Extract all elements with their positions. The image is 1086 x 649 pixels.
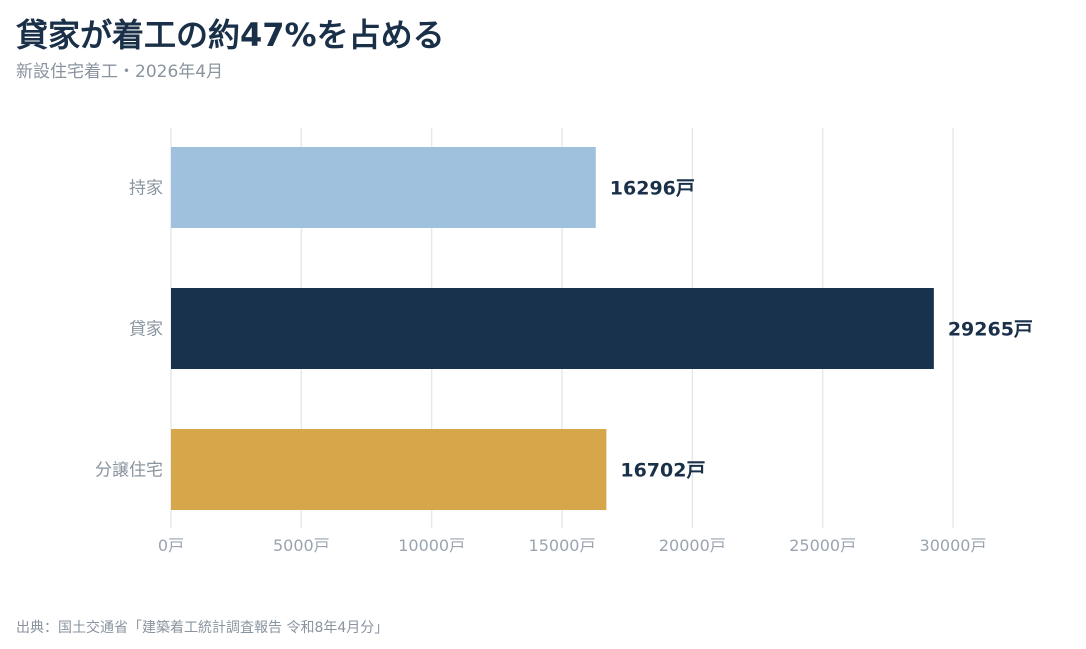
category-label: 分譲住宅 xyxy=(95,461,163,481)
x-tick-label: 20000戸 xyxy=(659,536,726,555)
value-label: 16296戸 xyxy=(610,178,695,200)
chart-subtitle: 新設住宅着工・2026年4月 xyxy=(16,62,224,82)
x-tick-label: 0戸 xyxy=(158,536,184,555)
x-tick-label: 15000戸 xyxy=(529,536,596,555)
x-tick-label: 30000戸 xyxy=(920,536,987,555)
bar-layer xyxy=(171,147,934,510)
bar xyxy=(171,288,934,369)
x-tick-label: 10000戸 xyxy=(398,536,465,555)
label-layer: 0戸 5000戸 10000戸 15000戸 20000戸 25000戸 30000戸 持家 1… xyxy=(95,178,1033,556)
chart-source: 出典：国土交通省「建築着工統計調査報告 令和8年4月分」 xyxy=(16,620,389,636)
category-label: 貸家 xyxy=(129,320,163,340)
value-label: 29265戸 xyxy=(948,319,1033,341)
x-tick-label: 5000戸 xyxy=(273,536,330,555)
category-label: 持家 xyxy=(129,179,163,199)
chart-title: 貸家が着工の約47%を占める xyxy=(16,16,445,54)
x-tick-label: 25000戸 xyxy=(789,536,856,555)
bar xyxy=(171,429,607,510)
bar xyxy=(171,147,596,228)
value-label: 16702戸 xyxy=(620,460,705,482)
